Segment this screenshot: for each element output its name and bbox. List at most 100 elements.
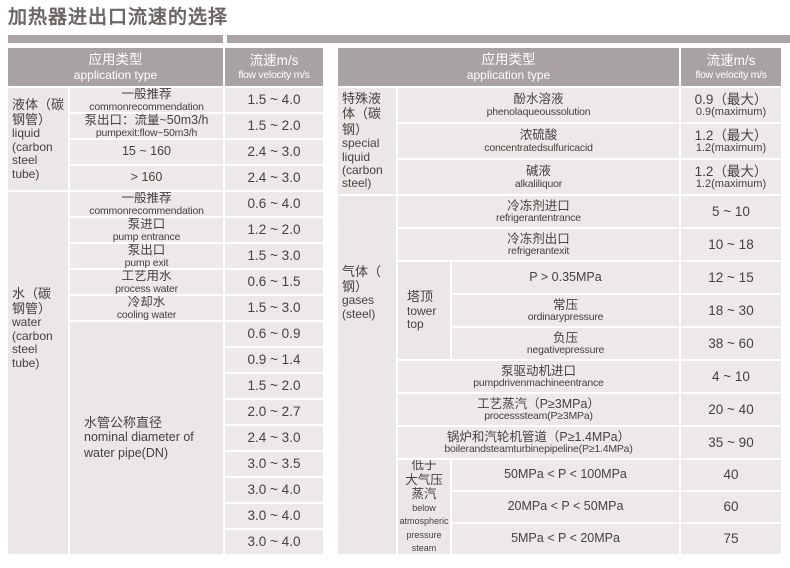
text-zh: 0.9（最大）: [694, 91, 768, 107]
app-cell: 泵进口 pump entrance: [70, 218, 223, 242]
text-zh: 75: [723, 531, 739, 547]
app-cell: 常压 ordinarypressure: [452, 295, 679, 326]
velocity-cell: 60: [681, 492, 781, 522]
text-zh: 0.9 ~ 1.4: [247, 352, 301, 368]
text-zh: 4 ~ 10: [712, 368, 750, 384]
text-en: pump entrance: [112, 230, 181, 242]
app-cell: 20MPa < P < 50MPa: [452, 492, 679, 522]
text-zh: 塔顶: [407, 289, 434, 305]
text-en: commonrecommendation: [89, 100, 204, 112]
velocity-cell: 0.6 ~ 0.9: [225, 322, 323, 346]
text-en: 0.9(maximum): [695, 106, 767, 119]
text-zh: 3.0 ~ 4.0: [247, 508, 301, 524]
text-zh: 浓硫酸: [519, 128, 558, 142]
velocity-cell: 20 ~ 40: [681, 394, 781, 425]
velocity-cell: 1.5 ~ 2.0: [225, 114, 323, 138]
velocity-cell: 2.4 ~ 3.0: [225, 166, 323, 190]
velocity-cell: 1.5 ~ 4.0: [225, 88, 323, 112]
text-zh: 0.6 ~ 1.5: [247, 274, 301, 290]
text-zh: 5 ~ 10: [712, 203, 750, 219]
text-zh: 冷冻剂出口: [507, 231, 570, 246]
text-en: special liquid (carbon steel): [342, 136, 383, 191]
group-label-special-liquid: 特殊液 体（碳 钢） special liquid (carbon steel): [338, 88, 396, 194]
text-zh: 冷冻剂进口: [507, 198, 570, 213]
page-title: 加热器进出口流速的选择: [8, 7, 229, 28]
dn-label: 水管公称直径 nominal diameter of water pipe(DN): [70, 322, 223, 554]
velocity-cell: 1.2（最大） 1.2(maximum): [681, 124, 781, 158]
text-zh: 水管公称直径: [84, 414, 163, 430]
text-zh: 1.2（最大）: [694, 127, 768, 143]
text-en: tower top: [407, 303, 437, 332]
subgroup-label-below-atmospheric-steam: 低于 大气压 蒸汽 below atmospheric pressure stea…: [398, 460, 450, 554]
text-en: below atmospheric pressure steam: [399, 502, 449, 554]
text-zh: 流速m/s: [706, 52, 756, 68]
text-en: refrigerantexit: [507, 245, 570, 257]
text-zh: 0.6 ~ 4.0: [247, 196, 301, 212]
app-cell: 冷冻剂出口 refrigerantexit: [398, 229, 679, 260]
velocity-cell: 1.5 ~ 2.0: [225, 374, 323, 398]
app-cell: > 160: [70, 166, 223, 190]
text-en: nominal diameter of water pipe(DN): [84, 430, 194, 460]
velocity-cell: 1.5 ~ 3.0: [225, 244, 323, 268]
text-en: pumpexit:flow~50m3/h: [95, 126, 198, 138]
text-en: phenolaqueoussolution: [486, 105, 591, 118]
group-label-liquid: 液体（碳 钢管） liquid (carbon steel tube): [8, 88, 68, 190]
velocity-cell: 1.5 ~ 3.0: [225, 296, 323, 320]
text-en: refrigerantentrance: [496, 212, 581, 224]
text-en: application type: [466, 67, 551, 82]
text-zh: 锅炉和汽轮机管道（P≥1.4MPa）: [446, 429, 631, 444]
velocity-cell: 0.6 ~ 4.0: [225, 192, 323, 216]
text-en: negativepressure: [526, 344, 605, 356]
app-cell: 泵出口 pump exit: [70, 244, 223, 268]
app-cell: 50MPa < P < 100MPa: [452, 460, 679, 490]
velocity-cell: 75: [681, 524, 781, 554]
text-zh: 1.5 ~ 4.0: [247, 92, 301, 108]
velocity-cell: 40: [681, 460, 781, 490]
right-header-velocity: 流速m/s flow velocity m/s: [681, 48, 781, 86]
text-zh: 40: [723, 467, 739, 483]
velocity-cell: 0.9（最大） 0.9(maximum): [681, 88, 781, 122]
text-zh: 冷却水: [127, 296, 166, 309]
velocity-cell: 2.0 ~ 2.7: [225, 400, 323, 424]
text-zh: 常压: [552, 297, 578, 312]
velocity-cell: 3.0 ~ 4.0: [225, 504, 323, 528]
text-en: 1.2(maximum): [695, 142, 767, 155]
text-zh: 3.0 ~ 4.0: [247, 482, 301, 498]
text-en: process water: [115, 282, 178, 294]
text-zh: 1.5 ~ 2.0: [247, 378, 301, 394]
text-zh: 负压: [552, 330, 578, 345]
text-en: water (carbon steel tube): [12, 315, 53, 370]
text-en: commonrecommendation: [89, 204, 204, 216]
text-zh: 水（碳 钢管）: [12, 285, 52, 317]
app-cell: 负压 negativepressure: [452, 328, 679, 359]
left-header-application: 应用类型 application type: [8, 48, 223, 86]
subgroup-label-tower-top: 塔顶 tower top: [398, 262, 450, 359]
text-en: boilerandsteamturbinepipeline(P≥1.4MPa): [444, 443, 633, 455]
text-en: ordinarypressure: [527, 311, 604, 323]
app-cell: 5MPa < P < 20MPa: [452, 524, 679, 554]
left-header-velocity: 流速m/s flow velocity m/s: [225, 48, 323, 86]
velocity-cell: 2.4 ~ 3.0: [225, 426, 323, 450]
text-zh: > 160: [130, 170, 163, 185]
velocity-cell: 1.2（最大） 1.2(maximum): [681, 160, 781, 194]
app-cell: 一般推荐 commonrecommendation: [70, 192, 223, 216]
text-en: 1.2(maximum): [695, 178, 767, 191]
velocity-cell: 5 ~ 10: [681, 196, 781, 227]
right-header-application: 应用类型 application type: [338, 48, 679, 86]
text-zh: 酚水溶液: [513, 92, 564, 106]
text-zh: 38 ~ 60: [708, 335, 754, 351]
app-cell: 锅炉和汽轮机管道（P≥1.4MPa） boilerandsteamturbinep…: [398, 427, 679, 458]
app-cell: 工艺蒸汽（P≥3MPa） processsteam(P≥3MPa): [398, 394, 679, 425]
text-zh: 泵出口：流量~50m3/h: [84, 114, 209, 127]
text-zh: 35 ~ 90: [708, 434, 754, 450]
text-zh: 2.4 ~ 3.0: [247, 144, 301, 160]
app-cell: 酚水溶液 phenolaqueoussolution: [398, 88, 679, 122]
velocity-cell: 3.0 ~ 4.0: [225, 530, 323, 554]
velocity-cell: 18 ~ 30: [681, 295, 781, 326]
velocity-cell: 2.4 ~ 3.0: [225, 140, 323, 164]
velocity-cell: 0.6 ~ 1.5: [225, 270, 323, 294]
text-zh: 2.0 ~ 2.7: [247, 404, 301, 420]
text-zh: 60: [723, 499, 739, 515]
app-cell: 碱液 alkaliliquor: [398, 160, 679, 194]
text-zh: 0.6 ~ 0.9: [247, 326, 301, 342]
